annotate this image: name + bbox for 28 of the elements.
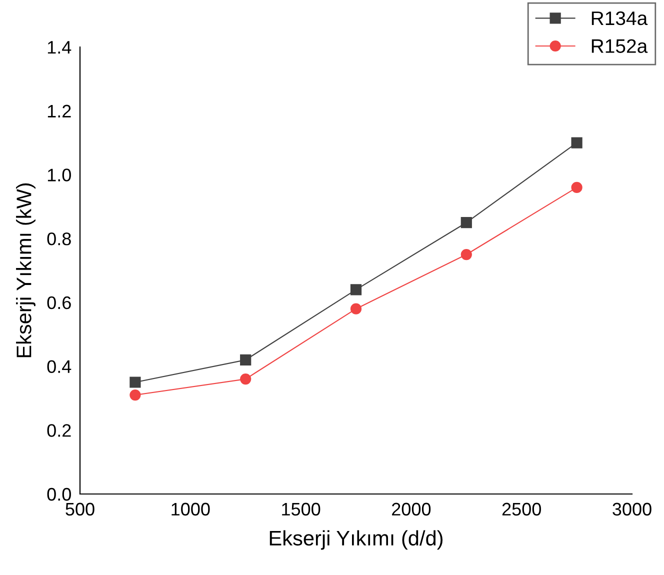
- point: [571, 182, 582, 194]
- x-tick-label: 2500: [502, 502, 541, 516]
- y-tick-label: 1.0: [48, 168, 71, 182]
- point: [350, 284, 362, 296]
- x-tick-label: 1500: [282, 502, 320, 516]
- y-axis-title: Ekserji Yıkımı (kW): [16, 183, 36, 358]
- y-tick-label: 1.4: [48, 41, 72, 54]
- y-tick-label: 0.4: [47, 360, 72, 374]
- y-tick-label: 0.6: [47, 296, 71, 310]
- point: [130, 389, 141, 401]
- point: [350, 303, 362, 314]
- legend-label: R152a: [592, 39, 648, 53]
- point: [130, 376, 141, 388]
- point: [460, 217, 472, 228]
- point: [240, 374, 252, 385]
- y-tick-label: 1.2: [48, 104, 71, 118]
- x-axis-title: Ekserji Yıkımı (d/d): [270, 530, 443, 550]
- x-tick-label: 500: [66, 502, 94, 516]
- x-tick-label: 2000: [392, 502, 431, 516]
- legend-label: R134a: [592, 11, 648, 26]
- y-tick-label: 0.0: [47, 488, 71, 501]
- point: [240, 354, 252, 366]
- y-tick-label: 0.8: [47, 232, 71, 246]
- y-tick-label: 0.2: [47, 424, 71, 437]
- point: [460, 248, 472, 260]
- point: [571, 137, 582, 148]
- x-tick-label: 1000: [172, 502, 210, 516]
- x-tick-label: 3000: [612, 502, 652, 516]
